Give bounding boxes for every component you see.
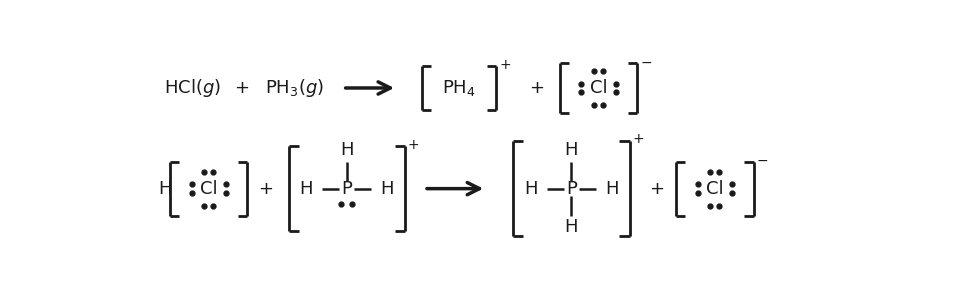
Text: −: −: [641, 56, 652, 70]
Text: HCl($g$): HCl($g$): [165, 77, 221, 99]
Text: H: H: [340, 141, 353, 159]
Text: H: H: [158, 180, 172, 198]
Text: +: +: [529, 79, 544, 97]
Text: P: P: [341, 180, 352, 198]
Text: H: H: [299, 180, 313, 198]
Text: +: +: [235, 79, 250, 97]
Text: P: P: [566, 180, 577, 198]
Text: +: +: [257, 180, 273, 198]
Text: PH$_4$: PH$_4$: [442, 78, 476, 98]
Text: Cl: Cl: [706, 180, 723, 198]
Text: −: −: [757, 154, 768, 168]
Text: Cl: Cl: [200, 180, 217, 198]
Text: +: +: [633, 132, 644, 146]
Text: H: H: [565, 141, 578, 159]
Text: Cl: Cl: [590, 79, 607, 97]
Text: +: +: [499, 58, 511, 72]
Text: PH$_3$($g$): PH$_3$($g$): [265, 77, 325, 99]
Text: +: +: [649, 180, 664, 198]
Text: +: +: [408, 138, 419, 152]
Text: H: H: [565, 218, 578, 236]
Text: H: H: [604, 180, 618, 198]
Text: H: H: [380, 180, 394, 198]
Text: H: H: [525, 180, 538, 198]
